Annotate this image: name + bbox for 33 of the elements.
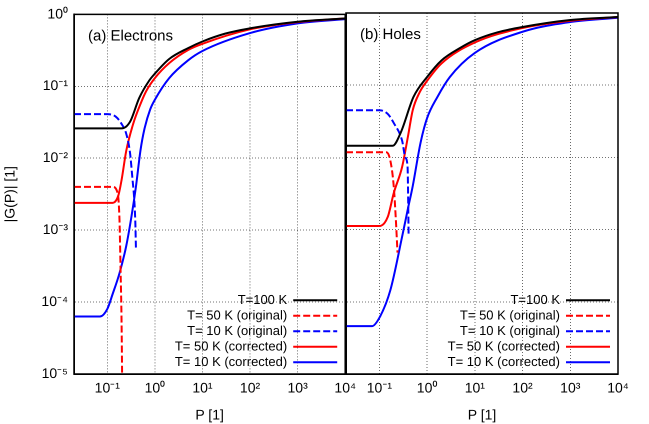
x-tick-label: 10² [512,379,533,396]
legend-label: T= 10 K (corrected) [448,354,560,369]
legend-label: T= 10 K (original) [460,322,560,338]
legend-label: T= 50 K (original) [187,307,288,322]
legend-label: T= 50 K (corrected) [448,338,560,354]
y-tick-label: 10⁻³ [42,221,68,238]
annotation: (a) Electrons [88,27,174,44]
annotation: (b) Holes [360,26,421,43]
x-tick-label: 10⁻¹ [366,379,392,396]
x-tick-label: 10³ [288,379,308,396]
legend-label: T= 10 K (original) [187,322,288,338]
x-tick-label: 10⁴ [607,379,629,396]
x-tick-label: 10⁴ [334,379,356,396]
x-tick-label: 10¹ [192,379,213,396]
x-tick-label: 10⁻¹ [94,379,120,396]
x-tick-label: 10⁰ [416,379,438,396]
x-axis-title: P [1] [468,406,496,422]
y-axis-title: |G(P)| [1] [1,166,18,222]
legend-label: T= 50 K (corrected) [174,338,288,354]
y-tick-label: 10⁻⁴ [41,292,68,309]
x-tick-label: 10⁰ [144,379,166,396]
y-tick-label: 10⁻¹ [42,77,68,94]
legend-label: T=100 K [510,292,560,307]
legend-label: T= 10 K (corrected) [174,354,288,369]
legend-label: T= 50 K (original) [460,307,560,322]
x-tick-label: 10³ [560,379,581,396]
x-tick-label: 10² [240,379,260,396]
legend-label: T=100 K [238,292,288,307]
y-tick-label: 10⁻⁵ [42,364,68,381]
x-tick-label: 10¹ [464,379,486,396]
y-tick-label: 10⁻² [42,149,68,166]
y-tick-label: 10⁰ [47,5,68,22]
x-axis-title: P [1] [195,406,224,422]
